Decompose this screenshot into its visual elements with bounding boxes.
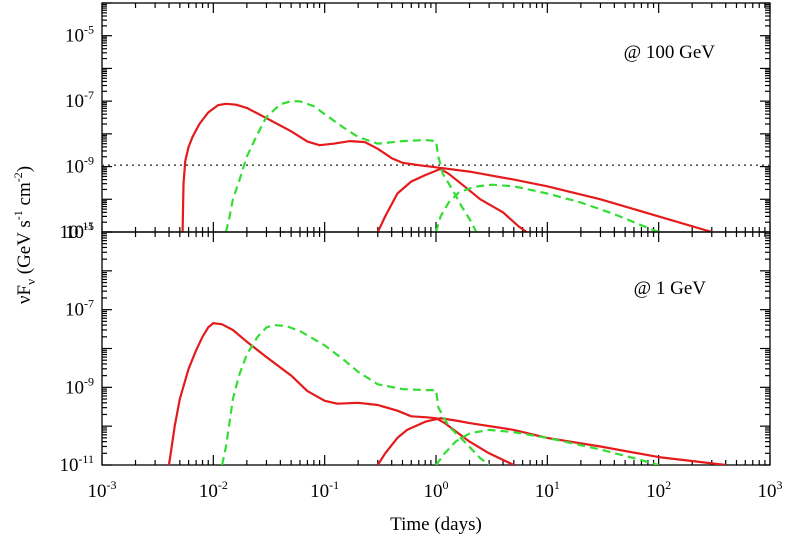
x-tick-label: 101 xyxy=(535,478,560,502)
x-tick-label: 10-2 xyxy=(199,478,228,502)
plot-area xyxy=(102,100,770,232)
dashed-series-line xyxy=(224,100,478,232)
panel-annotation: @ 1 GeV xyxy=(634,278,707,299)
panel-100gev: 10-11 10-9 10-7 10-5 @ 100 GeV xyxy=(59,2,771,243)
x-tick-labels: 10-3 10-2 10-1 100 101 102 103 xyxy=(88,478,783,502)
dashed-series-line xyxy=(434,183,660,232)
dashed-series-line xyxy=(221,324,490,465)
solid-series-line xyxy=(376,417,726,465)
axis-ticks xyxy=(101,231,771,466)
x-tick-label: 100 xyxy=(424,478,449,502)
y-tick-label: 10-5 xyxy=(65,23,94,47)
solid-series-line xyxy=(181,102,713,232)
y-tick-label: 10-9 xyxy=(65,154,94,178)
dashed-series-line xyxy=(435,428,659,465)
y-tick-label: 10-11 xyxy=(59,452,94,476)
y-tick-label: 10-7 xyxy=(65,88,94,112)
x-tick-label: 10-3 xyxy=(88,478,117,502)
panel-annotation: @ 100 GeV xyxy=(624,42,716,63)
y-axis-label: νFν (GeV s-1 cm-2) xyxy=(11,166,38,304)
x-tick-label: 102 xyxy=(646,478,671,502)
axis-ticks xyxy=(101,2,771,233)
x-tick-label: 10-1 xyxy=(310,478,339,502)
y-tick-labels: 10-11 10-9 10-7 10-5 xyxy=(59,219,94,476)
panel-frame xyxy=(101,231,771,466)
panel-1gev: 10-11 10-9 10-7 10-5 @ 1 GeV xyxy=(59,219,771,476)
y-tick-label: 10-7 xyxy=(65,297,94,321)
y-tick-labels: 10-11 10-9 10-7 10-5 xyxy=(59,23,94,243)
y-tick-label: 10-5 xyxy=(65,219,94,243)
x-axis-label: Time (days) xyxy=(390,514,482,535)
panel-frame xyxy=(101,2,771,233)
y-tick-label: 10-9 xyxy=(65,374,94,398)
x-tick-label: 103 xyxy=(758,478,783,502)
solid-series-line xyxy=(376,167,528,232)
solid-series-line xyxy=(167,322,515,465)
plot-area xyxy=(167,322,726,465)
y-tick-label: 10-11 xyxy=(59,219,94,243)
